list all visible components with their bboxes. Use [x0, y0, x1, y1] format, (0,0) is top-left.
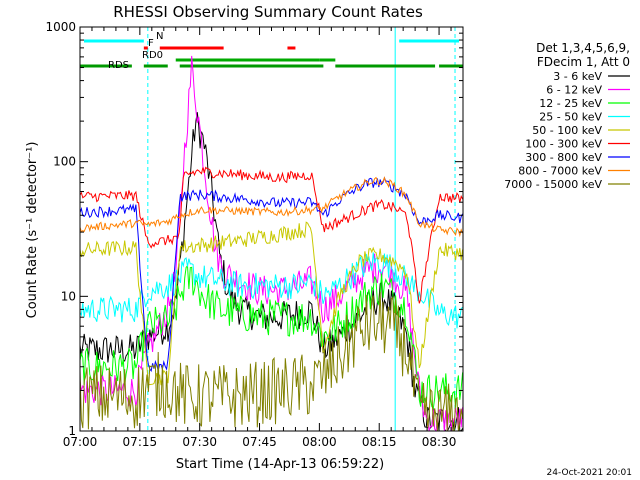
y-tick-label-10: 10 [61, 289, 76, 303]
x-tick-label-0730: 07:30 [182, 435, 217, 449]
legend-label-50-100-kev: 50 - 100 keV [532, 124, 602, 137]
flag-label-n: N [156, 31, 163, 42]
flag-label-rd0: RD0 [142, 50, 163, 61]
x-tick-label-0715: 07:15 [123, 435, 158, 449]
timestamp: 24-Oct-2021 20:01 [547, 468, 632, 478]
chart-title: RHESSI Observing Summary Count Rates [113, 3, 423, 21]
x-tick-label-0815: 08:15 [362, 435, 397, 449]
series-line-25-50-kev [79, 252, 463, 329]
legend-label-100-300-kev: 100 - 300 keV [525, 138, 602, 151]
flag-label-f: F [148, 38, 154, 49]
legend-label-800-7000-kev: 800 - 7000 keV [518, 165, 602, 178]
y-axis-label: Count Rate (s⁻¹ detector⁻¹) [25, 142, 40, 319]
y-tick-label-100: 100 [53, 155, 76, 169]
legend-header-line-1: Det 1,3,4,5,6,9, [536, 41, 630, 55]
series-line-50-100-kev [79, 221, 464, 386]
legend-label-25-50-kev: 25 - 50 keV [539, 111, 602, 124]
y-tick-label-1000: 1000 [45, 20, 76, 34]
x-tick-label-0800: 08:00 [302, 435, 337, 449]
legend-label-300-800-kev: 300 - 800 keV [525, 151, 602, 164]
flag-label-rds: RDS [108, 60, 129, 71]
x-axis-label: Start Time (14-Apr-13 06:59:22) [176, 457, 384, 472]
legend-label-6-12-kev: 6 - 12 keV [546, 84, 602, 97]
x-tick-label-0700: 07:00 [63, 435, 98, 449]
series-line-6-12-kev [79, 55, 464, 432]
x-tick-label-0745: 07:45 [242, 435, 277, 449]
x-tick-label-0830: 08:30 [422, 435, 457, 449]
y-tick-label-1: 1 [68, 424, 76, 438]
legend-label-3-6-kev: 3 - 6 keV [553, 70, 602, 83]
legend-header-line-2: FDecim 1, Att 0 [537, 55, 630, 69]
series-line-800-7000-kev [79, 176, 464, 238]
legend-label-12-25-kev: 12 - 25 keV [539, 97, 602, 110]
series-line-7000-15000-kev [79, 291, 464, 432]
legend-label-7000-15000-kev: 7000 - 15000 keV [504, 178, 602, 191]
axes: 07:00 07:15 07:30 07:45 08:00 08:15 08:30 1 10 10… [45, 20, 464, 449]
